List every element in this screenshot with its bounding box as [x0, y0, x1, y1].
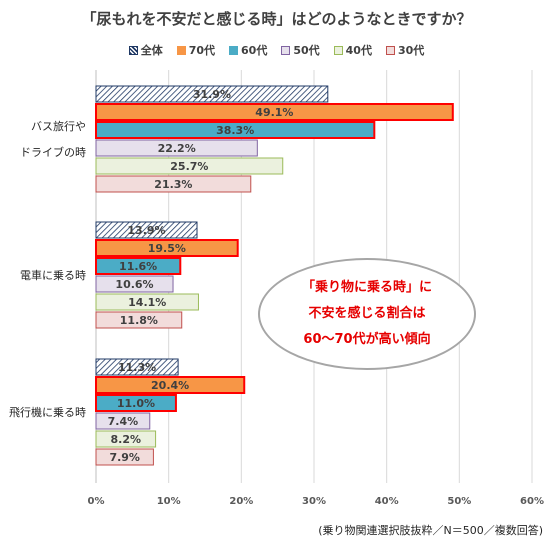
legend-label: 50代 — [293, 44, 320, 57]
bar — [95, 448, 154, 466]
data-label: 11.0% — [117, 397, 155, 410]
bar — [95, 257, 182, 275]
legend-item: 70代 — [176, 42, 216, 58]
data-label: 11.8% — [120, 314, 158, 327]
bar — [95, 175, 252, 193]
legend-label: 60代 — [241, 44, 268, 57]
data-label: 13.9% — [127, 224, 165, 237]
legend-item: 60代 — [229, 42, 267, 58]
x-tick-label: 30% — [302, 496, 326, 507]
legend: 全体 70代 60代 50代 40代 30代 — [0, 42, 553, 58]
data-label: 11.3% — [118, 361, 156, 374]
legend-label: 40代 — [345, 44, 372, 57]
data-label: 31.9% — [193, 88, 231, 101]
bar — [95, 430, 157, 448]
legend-item: 50代 — [281, 42, 320, 58]
bar — [95, 358, 179, 376]
legend-label: 70代 — [188, 44, 216, 57]
legend-label: 30代 — [397, 44, 425, 57]
bar — [95, 311, 183, 329]
data-label: 8.2% — [111, 433, 142, 446]
category-label: 飛行機に乗る時 — [9, 405, 86, 419]
bar — [95, 412, 151, 430]
source-note: (乗り物関連選択肢抜粋／N＝500／複数回答) — [318, 524, 543, 537]
legend-swatch — [333, 45, 343, 55]
bar — [95, 139, 258, 157]
x-tick-label: 10% — [157, 496, 181, 507]
category-label: 電車に乗る時 — [20, 268, 86, 282]
data-label: 38.3% — [216, 124, 254, 137]
x-tick-label: 50% — [447, 496, 471, 507]
bar — [95, 103, 454, 121]
legend-swatch — [229, 45, 239, 55]
data-label: 10.6% — [115, 278, 153, 291]
data-label: 49.1% — [255, 106, 293, 119]
legend-item: 40代 — [333, 42, 372, 58]
data-label: 21.3% — [154, 178, 192, 191]
legend-item: 30代 — [385, 42, 425, 58]
chart-title: 「尿もれを不安だと感じる時」はどのようなときですか？ — [81, 10, 472, 28]
data-label: 7.4% — [108, 415, 139, 428]
x-tick-label: 0% — [88, 496, 105, 507]
category-label: バス旅行や — [31, 119, 86, 133]
data-label: 22.2% — [158, 142, 196, 155]
legend-swatch — [281, 45, 291, 55]
callout-line-2: 不安を感じる割合は — [308, 306, 426, 321]
callout-line-3: 60〜70代が高い傾向 — [303, 332, 431, 347]
legend-item: 全体 — [128, 42, 163, 58]
data-label: 14.1% — [128, 296, 166, 309]
bar — [95, 157, 284, 175]
data-label: 25.7% — [170, 160, 208, 173]
bar — [95, 394, 177, 412]
bar — [95, 275, 174, 293]
category-label: ドライブの時 — [20, 145, 86, 159]
legend-swatch — [385, 45, 395, 55]
bar — [95, 221, 198, 239]
legend-swatch — [176, 45, 186, 55]
bar — [95, 121, 376, 139]
data-label: 20.4% — [151, 379, 189, 392]
x-tick-label: 40% — [375, 496, 399, 507]
x-tick-label: 60% — [520, 496, 544, 507]
bar — [95, 293, 199, 311]
bar — [95, 239, 239, 257]
callout-ellipse: 「乗り物に乗る時」に 不安を感じる割合は 60〜70代が高い傾向 — [258, 258, 476, 370]
data-label: 19.5% — [148, 242, 186, 255]
bar — [95, 376, 246, 394]
x-tick-label: 20% — [229, 496, 253, 507]
legend-label: 全体 — [140, 44, 163, 57]
legend-swatch — [128, 45, 138, 55]
data-label: 7.9% — [109, 451, 140, 464]
callout-line-1: 「乗り物に乗る時」に — [301, 280, 432, 295]
bar — [95, 85, 329, 103]
data-label: 11.6% — [119, 260, 157, 273]
